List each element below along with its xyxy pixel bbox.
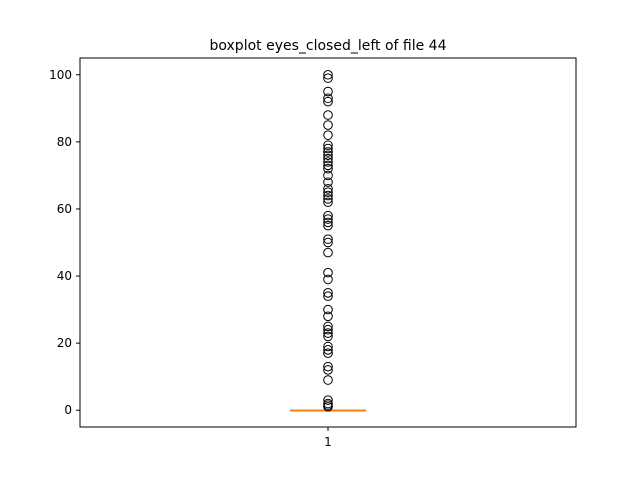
outlier-point [323,375,333,385]
outlier-point [323,194,333,204]
outlier-point [323,187,333,197]
outlier-point [323,398,333,409]
outlier-point [323,321,333,332]
plot-area: 0 20 40 60 80 100 1 [49,68,366,449]
outlier-point [323,348,333,359]
y-tick-label: 40 [57,269,72,283]
outlier-point [323,86,333,97]
y-tick-label: 60 [57,202,72,216]
outlier-point [323,395,333,405]
outlier-point [323,147,333,157]
outlier-point [323,247,333,258]
outlier-point [323,331,333,342]
outlier-point [323,361,333,372]
y-tick-label: 0 [64,403,72,417]
outlier-point [323,274,333,285]
outlier-point [323,210,333,221]
outlier-point [323,288,333,298]
outlier-point [323,170,333,181]
outlier-point [323,341,333,352]
axes-frame [79,57,577,428]
outlier-point [323,304,333,315]
outlier-point [323,110,333,120]
outlier-point [323,96,333,107]
outlier-point [323,217,333,228]
outlier-point [323,120,333,130]
chart-title: boxplot eyes_closed_left of file 44 [210,38,447,54]
outlier-point [323,150,333,161]
outlier-point [323,140,333,151]
outlier-point [323,345,333,355]
outlier-point [323,237,333,248]
outlier-point [323,157,333,167]
outlier-point [323,163,333,174]
outlier-point [323,93,333,104]
outlier-point [323,160,333,171]
outlier-point [323,190,333,201]
y-tick-label: 20 [57,336,72,350]
y-tick-label: 80 [57,135,72,149]
outlier-point [323,184,333,194]
outlier-point [323,214,333,224]
x-tick-label: 1 [324,435,332,449]
outlier-point [323,177,333,187]
outlier-point [323,69,333,80]
outlier-point [323,220,333,231]
outlier-point [323,73,333,83]
outlier-point [323,291,333,301]
outlier-point [323,324,333,335]
y-tick-label: 100 [49,68,72,82]
outlier-point [323,130,333,140]
outlier-point [323,197,333,208]
outlier-point [323,267,333,278]
outlier-point [323,234,333,244]
outlier-point [323,311,333,322]
outlier-point [323,365,333,375]
outlier-point [323,328,333,338]
outlier-point [323,143,333,154]
outlier-point [323,153,333,164]
